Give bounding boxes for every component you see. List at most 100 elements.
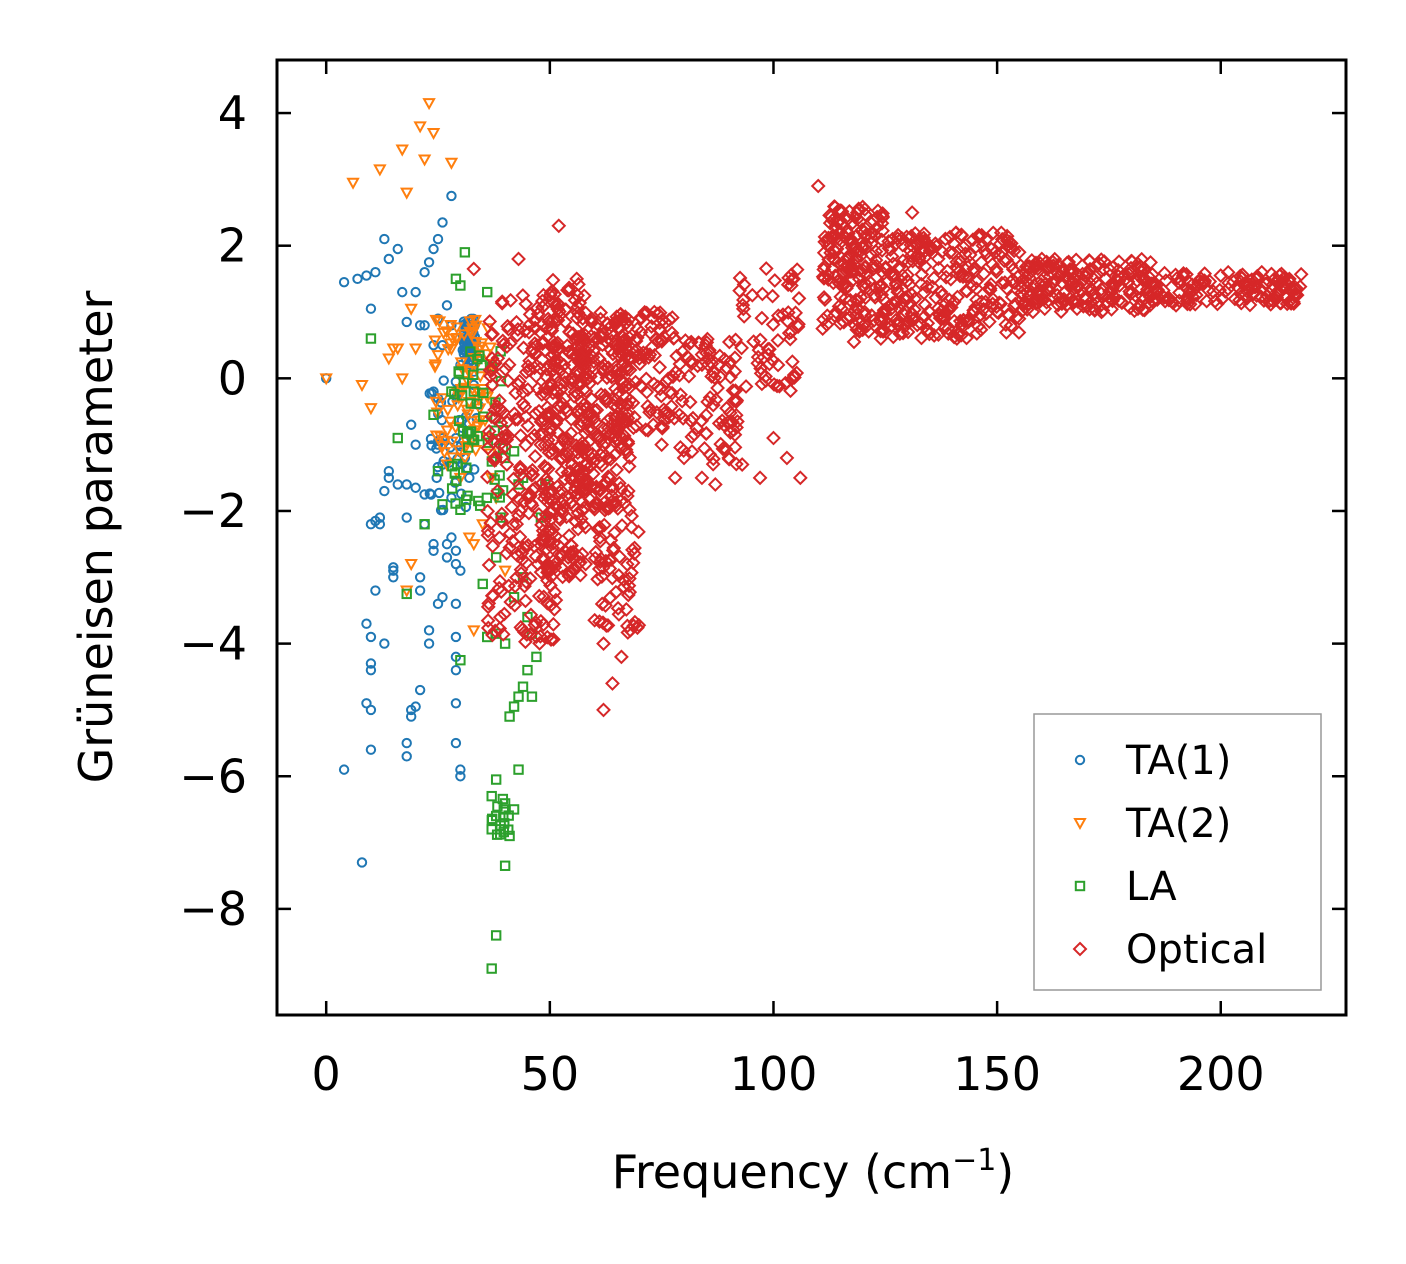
data-point	[508, 446, 520, 457]
data-point	[752, 470, 768, 486]
data-point	[569, 386, 585, 402]
data-point	[451, 400, 465, 413]
data-point	[1226, 274, 1242, 290]
data-point	[431, 350, 445, 363]
data-point	[608, 498, 624, 514]
data-point	[388, 565, 399, 576]
data-point	[916, 285, 932, 301]
data-point	[504, 499, 520, 515]
data-point	[942, 229, 958, 245]
data-point	[536, 287, 551, 303]
data-point	[1052, 268, 1068, 283]
data-point	[983, 277, 999, 292]
data-point	[492, 573, 508, 589]
data-point	[484, 472, 499, 485]
data-point	[721, 334, 737, 350]
data-point	[449, 333, 463, 346]
data-point	[613, 649, 629, 665]
data-point	[816, 312, 831, 327]
data-point	[414, 572, 426, 583]
data-point	[531, 588, 547, 604]
data-point	[338, 276, 350, 288]
data-point	[571, 307, 587, 323]
data-point	[468, 386, 480, 397]
data-point	[432, 316, 447, 329]
data-point	[825, 275, 841, 291]
data-point	[754, 376, 770, 392]
data-point	[783, 383, 798, 399]
data-point	[736, 308, 752, 324]
data-point	[502, 335, 518, 351]
data-point	[600, 420, 616, 436]
data-point	[414, 585, 426, 596]
data-point	[401, 479, 412, 490]
data-point	[613, 439, 628, 455]
data-point	[414, 684, 426, 696]
data-point	[401, 512, 412, 523]
data-point	[1273, 295, 1289, 311]
data-point	[592, 614, 607, 629]
data-point	[465, 323, 480, 336]
data-point	[672, 367, 687, 383]
data-point	[485, 538, 501, 554]
data-point	[507, 578, 523, 594]
data-point	[969, 274, 984, 289]
data-point	[644, 319, 659, 334]
data-point	[1050, 297, 1066, 313]
data-point	[365, 658, 377, 669]
legend-entry: LA	[1074, 864, 1177, 910]
data-point	[467, 625, 481, 638]
data-point	[485, 326, 501, 342]
data-point	[989, 304, 1005, 320]
data-point	[365, 664, 377, 676]
data-point	[609, 367, 625, 383]
data-point	[512, 503, 528, 519]
data-point	[410, 482, 421, 493]
data-point	[1066, 293, 1082, 309]
data-point	[1275, 281, 1291, 297]
data-point	[494, 470, 505, 481]
data-point	[521, 487, 537, 503]
data-point	[1092, 256, 1107, 272]
data-point	[622, 622, 638, 638]
data-point	[866, 313, 882, 328]
data-point	[535, 336, 550, 352]
data-point	[617, 309, 633, 325]
data-point	[543, 597, 559, 613]
data-point	[404, 559, 418, 572]
data-point	[536, 297, 552, 313]
data-point	[502, 526, 518, 542]
data-point	[555, 505, 571, 521]
data-point	[487, 411, 503, 426]
data-point	[914, 266, 930, 282]
data-point	[547, 584, 563, 600]
x-axis-label: Frequency (cm−1)	[612, 1143, 1015, 1199]
data-point	[836, 228, 851, 244]
data-point	[1089, 275, 1105, 291]
data-point	[652, 359, 668, 375]
data-point	[591, 561, 607, 577]
data-point	[546, 601, 562, 617]
data-point	[1213, 268, 1229, 283]
data-point	[523, 607, 539, 623]
data-point	[563, 425, 579, 441]
data-point	[596, 702, 611, 718]
data-point	[483, 515, 499, 531]
data-point	[379, 233, 390, 245]
data-point	[553, 375, 569, 391]
data-point	[501, 321, 516, 337]
data-point	[346, 177, 360, 190]
data-point	[1249, 268, 1265, 284]
data-point	[497, 438, 513, 454]
data-point	[509, 314, 524, 330]
data-point	[466, 261, 482, 277]
data-point	[903, 248, 919, 264]
data-point	[450, 698, 462, 709]
data-point	[395, 144, 409, 157]
data-point	[444, 157, 459, 170]
data-point	[894, 230, 909, 246]
data-point	[620, 587, 636, 603]
data-point	[890, 227, 906, 243]
data-point	[828, 304, 844, 320]
x-axis-label-superscript: −1	[952, 1143, 996, 1178]
